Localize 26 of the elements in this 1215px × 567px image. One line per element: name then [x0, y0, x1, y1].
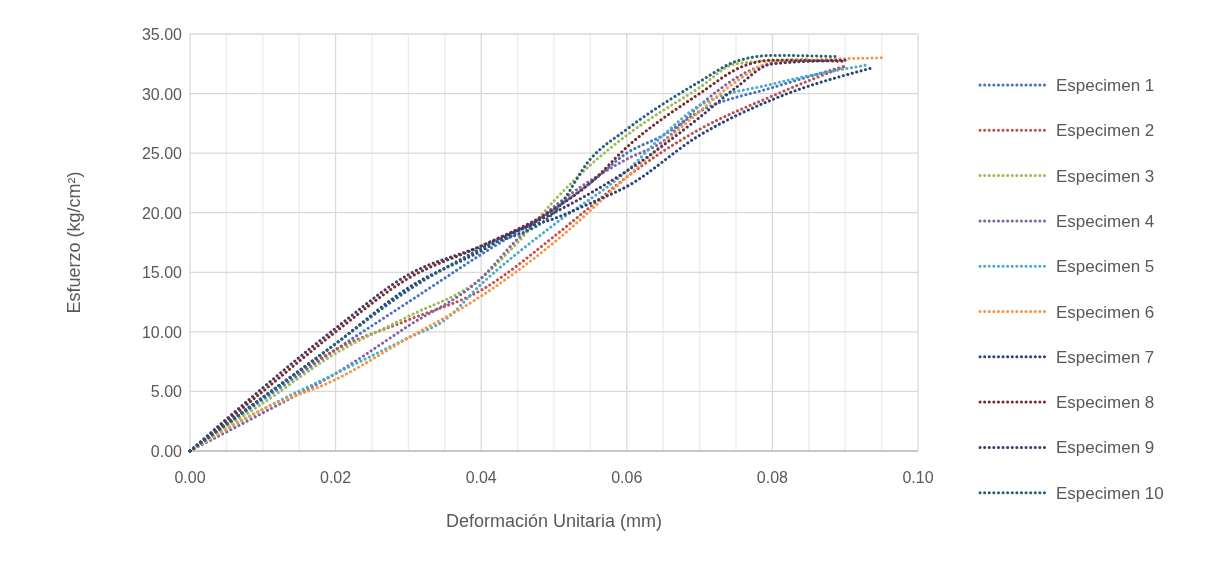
- x-tick-label: 0.08: [756, 469, 789, 486]
- y-tick-label: 35.00: [141, 26, 183, 43]
- legend-label: Especimen 10: [1056, 483, 1164, 503]
- x-axis-title: Deformación Unitaria (mm): [445, 511, 663, 531]
- legend-label: Especimen 8: [1056, 393, 1155, 413]
- x-tick-label: 0.00: [174, 469, 206, 486]
- legend-label: Especimen 6: [1056, 302, 1155, 322]
- y-tick-label: 25.00: [141, 145, 183, 163]
- legend-label: Especimen 3: [1056, 166, 1155, 186]
- legend-label: Especimen 2: [1056, 121, 1155, 141]
- x-tick-label: 0.06: [611, 469, 643, 486]
- y-tick-label: 10.00: [141, 323, 183, 341]
- y-tick-label: 15.00: [141, 264, 183, 282]
- x-tick-label: 0.04: [465, 469, 497, 486]
- legend-label: Especimen 4: [1056, 211, 1155, 231]
- x-tick-label: 0.10: [902, 469, 934, 486]
- legend-label: Especimen 5: [1056, 257, 1155, 277]
- legend-label: Especimen 9: [1056, 438, 1155, 458]
- legend-label: Especimen 1: [1056, 76, 1155, 95]
- y-tick-label: 0.00: [150, 443, 183, 460]
- legend-label: Especimen 7: [1056, 347, 1155, 367]
- y-axis-title: Esfuerzo (kg/cm²): [64, 171, 84, 314]
- y-tick-label: 5.00: [150, 383, 183, 401]
- y-tick-label: 30.00: [141, 85, 183, 103]
- x-tick-label: 0.02: [320, 469, 352, 486]
- y-tick-label: 20.00: [141, 204, 183, 222]
